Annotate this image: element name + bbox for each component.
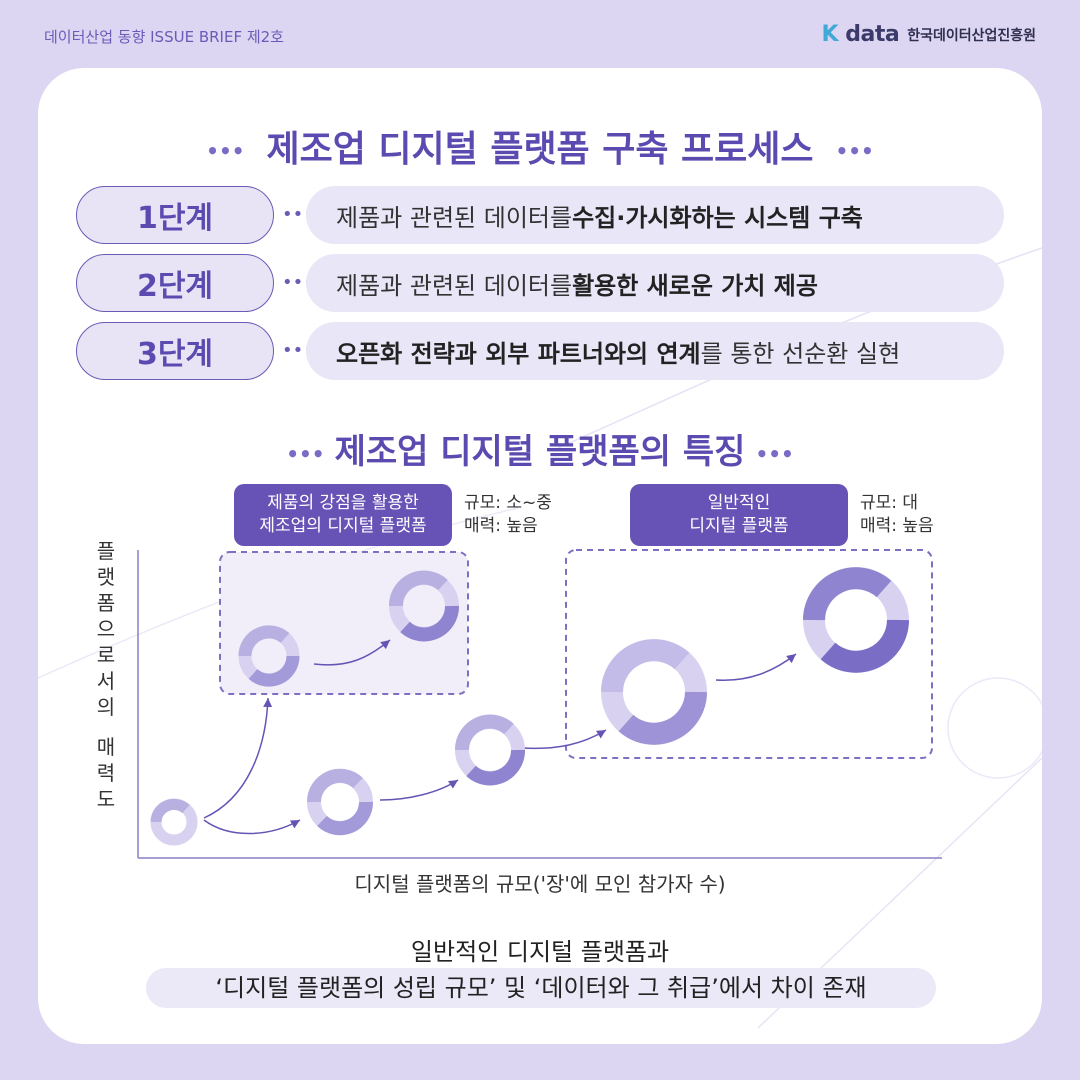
cycle-icon-medium-2 (454, 714, 526, 786)
general-platform-meta: 규모: 대 매력: 높음 (860, 493, 934, 536)
platform-diagram (137, 549, 942, 859)
step-2-description: 제품과 관련된 데이터를 활용한 새로운 가치 제공 (306, 254, 1004, 312)
strength-platform-meta: 규모: 소~중 매력: 높음 (464, 493, 552, 536)
general-group-box (565, 549, 933, 759)
cycle-icon-large-2 (803, 567, 909, 673)
cycle-icon-large-1 (601, 639, 707, 745)
step-3-label: 3단계 (76, 322, 274, 380)
step-1-label: 1단계 (76, 186, 274, 244)
process-title: 제조업 디지털 플랫폼 구축 프로세스 (266, 129, 814, 170)
step-1-description: 제품과 관련된 데이터를 수집·가시화하는 시스템 구축 (306, 186, 1004, 244)
arrow-5 (521, 729, 607, 750)
process-title-row: ••• 제조업 디지털 플랫폼 구축 프로세스 ••• (206, 129, 874, 170)
step-2-label: 2단계 (76, 254, 274, 312)
cycle-icon-medium-1 (306, 768, 374, 836)
x-axis-label: 디지털 플랫폼의 규모('장'에 모인 참가자 수) (354, 872, 726, 896)
conclusion-line-1: 일반적인 디지털 플랫폼과 (410, 938, 670, 966)
arrow-6 (715, 653, 797, 681)
kdata-logo: K data 한국데이터산업진흥원 (821, 22, 1036, 47)
cycle-icon-tiny (150, 798, 198, 846)
header-series-label: 데이터산업 동향 ISSUE BRIEF 제2호 (44, 28, 284, 46)
logo-text: data (845, 22, 900, 47)
strength-platform-badge: 제품의 강점을 활용한 제조업의 디지털 플랫폼 (234, 484, 452, 546)
arrow-1 (203, 819, 301, 835)
cycle-icon-small-2 (388, 570, 460, 642)
features-title: 제조업 디지털 플랫폼의 특징 (334, 432, 746, 472)
arrow-4 (379, 779, 459, 801)
arrow-2 (203, 697, 273, 819)
step-3-description: 오픈화 전략과 외부 파트너와의 연계 를 통한 선순환 실현 (306, 322, 1004, 380)
general-platform-badge: 일반적인 디지털 플랫폼 (630, 484, 848, 546)
arrow-3 (313, 639, 391, 666)
cycle-icon-small-1 (238, 625, 300, 687)
content-card: ••• 제조업 디지털 플랫폼 구축 프로세스 ••• 1단계 ••• 제품과 관련… (38, 68, 1042, 1044)
org-name: 한국데이터산업진흥원 (907, 27, 1036, 44)
conclusion-line-2: ‘디지털 플랫폼의 성립 규모’ 및 ‘데이터와 그 취급’에서 차이 존재 (146, 968, 936, 1008)
features-title-row: ••• 제조업 디지털 플랫폼의 특징 ••• (286, 432, 794, 472)
logo-k-mark: K (821, 22, 839, 47)
